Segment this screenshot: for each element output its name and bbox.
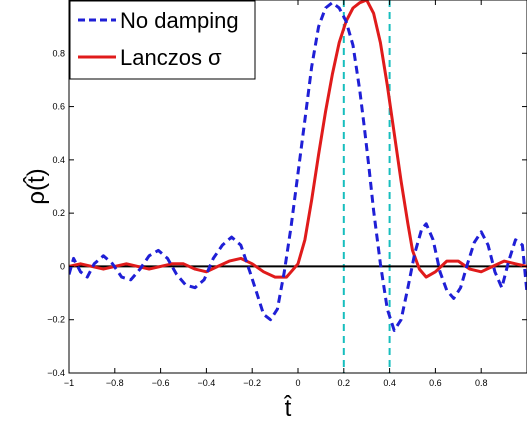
series-line-2	[69, 0, 527, 279]
y-tick-label: 0.8	[52, 48, 65, 58]
x-tick-label: 0.2	[338, 378, 351, 388]
x-tick-label: −0.4	[198, 378, 216, 388]
x-tick-label: −0.2	[243, 378, 261, 388]
x-tick-label: −1	[64, 378, 74, 388]
legend: No damping Lanczos σ	[69, 0, 256, 80]
series-line-1	[69, 1, 527, 332]
x-tick-label: 0	[295, 378, 300, 388]
x-tick-label: −0.8	[106, 378, 124, 388]
x-tick-label: 0.8	[475, 378, 488, 388]
legend-label-1: No damping	[120, 8, 239, 33]
y-tick-label: 0.6	[52, 102, 65, 112]
y-tick-label: 0	[60, 261, 65, 271]
y-tick-label: 0.2	[52, 208, 65, 218]
y-tick-label: 0.4	[52, 155, 65, 165]
x-tick-label: 0.4	[383, 378, 396, 388]
x-tick-label: 0.6	[429, 378, 442, 388]
legend-label-2: Lanczos σ	[120, 45, 222, 70]
y-tick-label: −0.4	[47, 368, 65, 378]
tick-labels: −1 −0.8 −0.6 −0.4 −0.2 0 0.2 0.4 0.6 0.8 −0.4 −0.2 0…	[47, 48, 487, 388]
y-axis-label: ρ(t̂)	[23, 168, 50, 204]
x-tick-label: −0.6	[152, 378, 170, 388]
x-axis-label: t̂	[284, 395, 292, 422]
legend-box	[69, 0, 256, 80]
y-tick-label: −0.2	[47, 315, 65, 325]
plot-area	[69, 0, 527, 373]
